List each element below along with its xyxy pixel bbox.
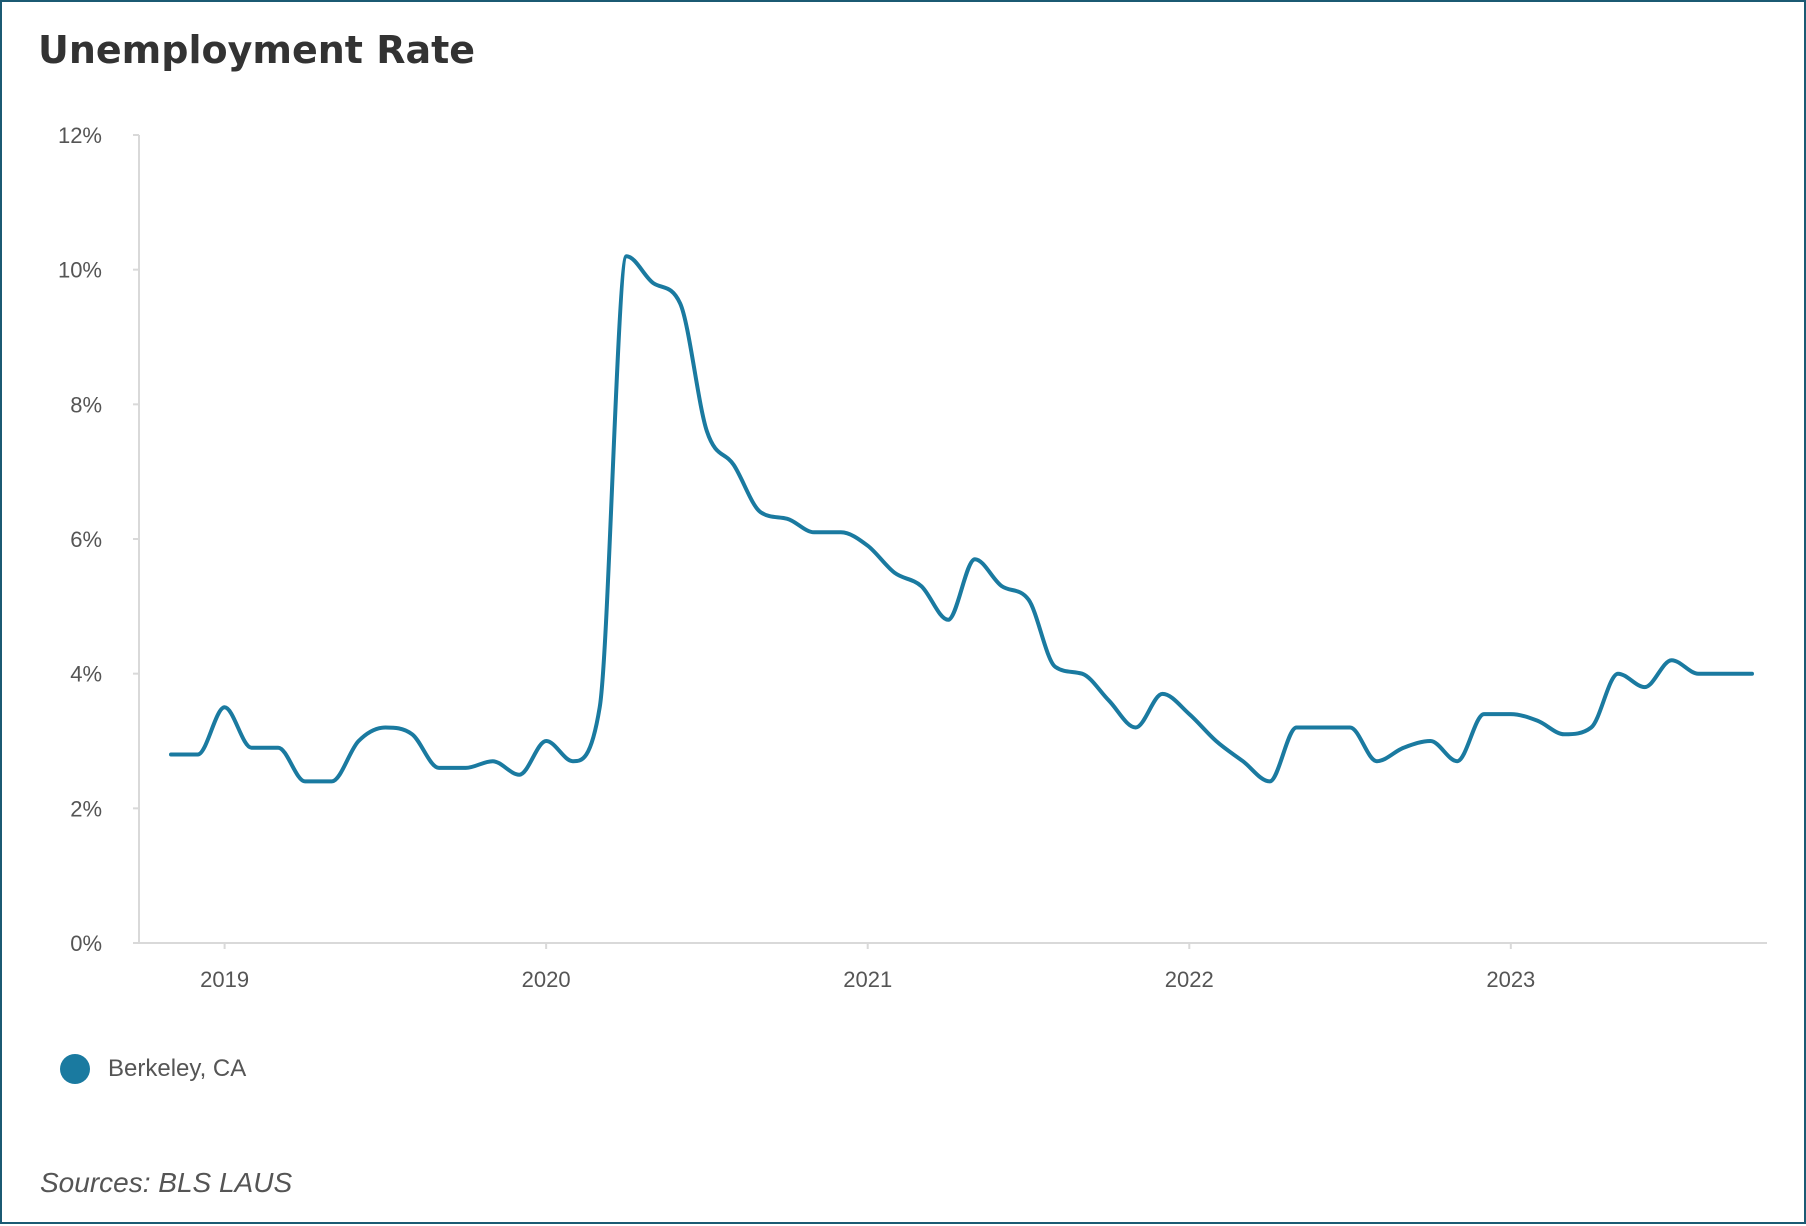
legend-swatch-icon (60, 1054, 90, 1084)
chart-axes (139, 135, 1767, 943)
x-tick-label: 2020 (522, 967, 571, 992)
source-note: Sources: BLS LAUS (40, 1167, 292, 1199)
y-tick-label: 12% (58, 123, 102, 148)
series-line-berkeley (171, 256, 1752, 781)
x-ticks: 2019 2020 2021 2022 2023 (200, 943, 1535, 992)
y-tick-label: 2% (70, 796, 102, 821)
y-ticks: 0% 2% 4% 6% 8% 10% 12% (58, 123, 139, 956)
legend: Berkeley, CA (60, 1054, 246, 1084)
y-tick-label: 4% (70, 662, 102, 687)
legend-label: Berkeley, CA (108, 1055, 246, 1083)
y-tick-label: 0% (70, 931, 102, 956)
x-tick-label: 2019 (200, 967, 249, 992)
x-tick-label: 2022 (1165, 967, 1214, 992)
y-tick-label: 6% (70, 527, 102, 552)
y-tick-label: 8% (70, 392, 102, 417)
x-tick-label: 2023 (1486, 967, 1535, 992)
y-tick-label: 10% (58, 258, 102, 283)
x-tick-label: 2021 (843, 967, 892, 992)
